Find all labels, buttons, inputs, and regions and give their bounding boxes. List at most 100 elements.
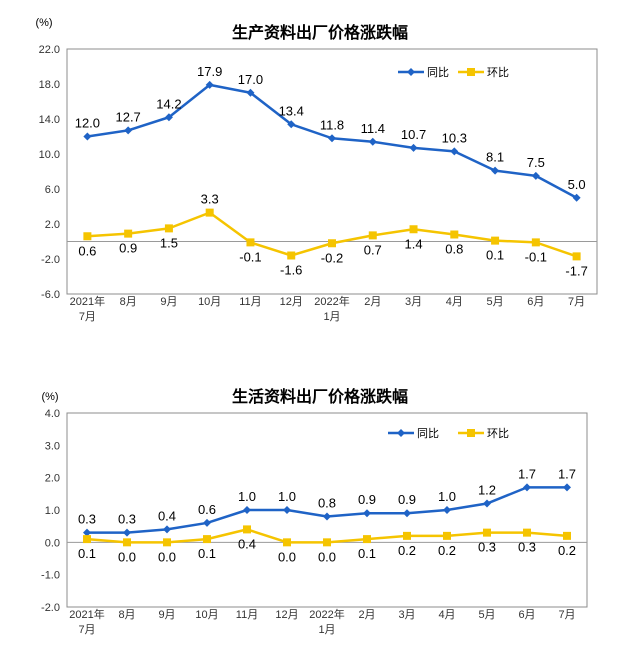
data-label-mom: 0.1 [486,248,504,263]
data-label-mom: 0.2 [398,543,416,558]
data-point-mom [443,531,451,540]
x-tick-label: 10月 [198,296,221,308]
data-point-mom [205,208,214,217]
data-label-mom: 0.3 [478,540,496,555]
x-tick-label: 12月 [275,609,298,621]
data-point-yoy [283,506,291,514]
data-point-yoy [491,166,500,175]
y-tick-label: 4.0 [45,408,60,420]
y-tick-label: 10.0 [39,149,60,161]
data-point-mom [163,538,171,547]
legend-label-mom: 环比 [487,427,509,440]
data-label-yoy: 12.0 [75,116,100,131]
x-tick-label: 10月 [195,609,218,621]
data-label-yoy: 10.3 [442,130,467,145]
data-point-mom [363,535,371,544]
data-point-mom [243,525,251,534]
data-label-mom: 0.7 [364,242,382,257]
data-label-yoy: 10.7 [401,127,426,142]
y-tick-label: -6.0 [41,289,60,301]
chart-consumer-goods: 生活资料出厂价格涨跌幅 (%) 4.0 3.0 2.0 1.0 0.0 -1.0 -2.0 202… [41,387,588,636]
data-point-mom [483,528,491,537]
y-axis-unit-label: (%) [35,17,52,29]
x-tick-label: 3月 [405,296,422,308]
data-point-yoy [483,499,491,508]
data-point-yoy [323,512,331,521]
x-tick-label: 4月 [446,296,463,308]
data-label-yoy: 11.8 [320,117,344,132]
data-label-yoy: 0.9 [398,492,416,507]
data-label-mom: 0.8 [445,242,463,257]
data-point-yoy [523,483,531,492]
data-point-yoy [83,528,91,537]
data-point-mom [287,251,296,260]
data-point-mom [403,531,411,540]
x-tick-label: 8月 [120,296,137,308]
legend-marker-square [467,429,475,437]
y-tick-label: 22.0 [39,44,60,56]
x-tick-label: 2021年 [70,294,105,308]
data-label-mom: 1.5 [160,235,178,250]
data-point-mom [83,535,91,544]
data-label-yoy: 13.4 [279,103,304,118]
x-tick-label: 5月 [478,609,495,621]
data-point-yoy [403,509,411,518]
data-point-mom [368,231,377,240]
plot-frame [66,412,588,608]
data-point-yoy [563,483,571,492]
y-tick-label: -1.0 [41,570,60,582]
data-label-mom: 0.1 [358,546,376,561]
data-label-yoy: 11.4 [361,121,385,136]
data-point-yoy [328,134,336,143]
data-point-yoy [246,88,255,97]
data-point-yoy [531,171,540,180]
data-point-yoy [409,143,418,152]
data-point-mom [563,531,571,540]
y-axis-unit-label: (%) [41,391,58,403]
data-point-yoy [572,193,581,202]
data-point-yoy [363,509,371,518]
plot-frame [66,48,598,295]
x-tick-label: 4月 [438,609,455,621]
data-point-yoy [163,525,171,534]
data-label-yoy: 1.0 [278,489,296,504]
x-tick-label: 2022年 [309,607,344,621]
x-tick-label: 7月 [78,624,95,636]
x-tick-label: 1月 [318,624,335,636]
data-point-yoy [205,80,214,89]
data-label-mom: 0.9 [119,241,137,256]
data-label-yoy: 0.8 [318,495,336,510]
data-point-mom [323,538,331,547]
x-tick-label: 2021年 [69,607,104,621]
data-point-yoy [123,528,131,537]
data-label-mom: 0.3 [518,540,536,555]
data-label-mom: 0.2 [438,543,456,558]
data-label-yoy: 0.4 [158,508,176,523]
x-tick-label: 8月 [118,609,135,621]
chart-production-materials: 生产资料出厂价格涨跌幅 (%) 22.0 18.0 14.0 10.0 6.0 2.0 -2.0… [35,17,598,323]
legend-label-yoy: 同比 [417,427,439,440]
data-point-mom [531,238,540,247]
chart-title: 生产资料出厂价格涨跌幅 [232,23,408,42]
x-tick-label: 7月 [568,296,585,308]
data-point-mom [123,538,131,547]
data-point-mom [164,224,173,233]
x-tick-label: 6月 [527,296,544,308]
data-point-mom [523,528,531,537]
x-tick-label: 7月 [79,311,96,323]
data-label-mom: 0.6 [78,243,96,258]
legend-marker-diamond [397,429,405,437]
data-label-mom: 0.4 [238,536,256,551]
data-label-yoy: 5.0 [568,177,586,192]
y-tick-label: 2.0 [45,473,60,485]
data-label-yoy: 0.3 [118,512,136,527]
data-point-yoy [124,126,133,135]
x-tick-label: 5月 [487,296,504,308]
data-point-yoy [83,132,92,141]
data-label-mom: 0.0 [118,549,136,564]
y-tick-label: 3.0 [45,440,60,452]
data-label-mom: 0.0 [318,549,336,564]
data-point-mom [409,225,418,234]
data-point-mom [83,232,92,241]
